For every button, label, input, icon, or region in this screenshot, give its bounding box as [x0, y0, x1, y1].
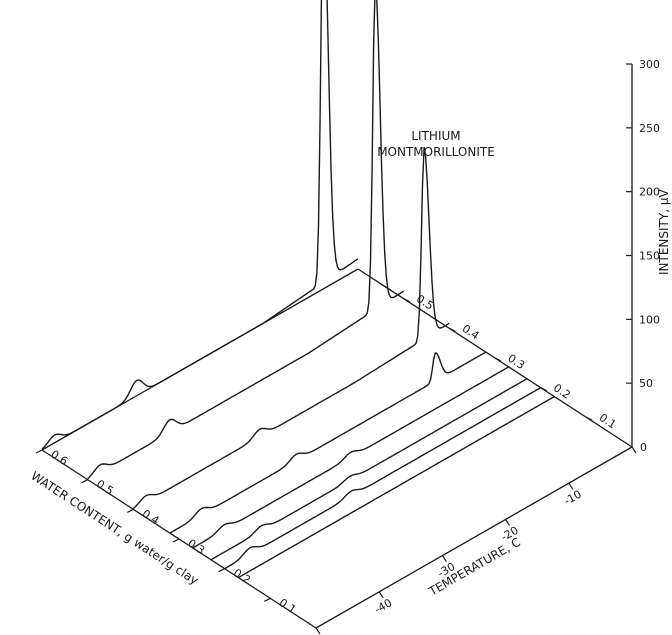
water-content-back-tick: [403, 298, 410, 303]
intensity-tick-label: 50: [639, 377, 653, 390]
intensity-axis-title: INTENSITY, μV: [657, 189, 671, 275]
water-content-tick: [127, 508, 134, 513]
thermogram-trace-7: [238, 395, 555, 579]
water-content-tick-label: 0.1: [277, 596, 299, 616]
water-content-back-tick-label: 0.3: [505, 352, 527, 372]
thermogram-trace-5: [210, 378, 528, 561]
axis-ticks: [35, 63, 637, 635]
water-content-back-tick-label: 0.4: [460, 322, 482, 342]
temperature-tick: [568, 482, 574, 490]
chart-title-line-1: LITHIUM: [411, 129, 460, 143]
water-content-tick-label: 0.3: [185, 537, 207, 557]
water-content-back-tick-label: 0.2: [551, 381, 573, 401]
water-content-tick-label: 0.4: [140, 507, 162, 527]
water-content-back-tick: [540, 387, 547, 392]
thermogram-trace-4: [192, 366, 510, 549]
intensity-tick-label: 150: [639, 250, 660, 263]
water-content-tick: [81, 479, 88, 484]
temperature-axis: [315, 446, 633, 629]
water-content-back-tick: [449, 327, 456, 332]
thermogram-trace-6: [224, 387, 542, 570]
water-content-back-tick: [494, 357, 502, 362]
water-content-tick-label: 0.5: [94, 477, 116, 497]
thermogram-traces: [41, 0, 555, 579]
water-content-back-tick: [586, 416, 593, 421]
temperature-tick: [441, 555, 447, 562]
temperature-tick: [315, 627, 321, 635]
water-content-tick: [218, 568, 225, 573]
thermogram-trace-3: [169, 351, 487, 534]
thermogram-trace-2: [132, 146, 450, 510]
intensity-tick-label: 100: [639, 313, 660, 326]
water-content-tick-label: 0.2: [231, 566, 253, 586]
temperature-tick: [631, 446, 637, 454]
water-content-tick-label: 0.6: [48, 448, 70, 468]
temperature-tick-label: -10: [562, 488, 584, 508]
intensity-tick-label: 0: [640, 441, 647, 454]
water-content-tick: [172, 538, 180, 543]
temperature-tick: [505, 519, 511, 526]
intensity-tick-label: 250: [639, 122, 660, 135]
intensity-tick-label: 200: [639, 186, 660, 199]
temperature-tick: [378, 591, 384, 599]
temperature-tick-label: -40: [372, 596, 394, 616]
water-content-back-tick-label: 0.1: [597, 411, 619, 431]
water-content-tick: [35, 449, 43, 454]
chart-title-line-2: MONTMORILLONITE: [377, 145, 495, 159]
thermogram-trace-1: [87, 0, 405, 480]
thermogram-trace-0: [41, 0, 359, 450]
water-content-tick: [264, 597, 271, 602]
intensity-tick-label: 300: [639, 58, 660, 71]
